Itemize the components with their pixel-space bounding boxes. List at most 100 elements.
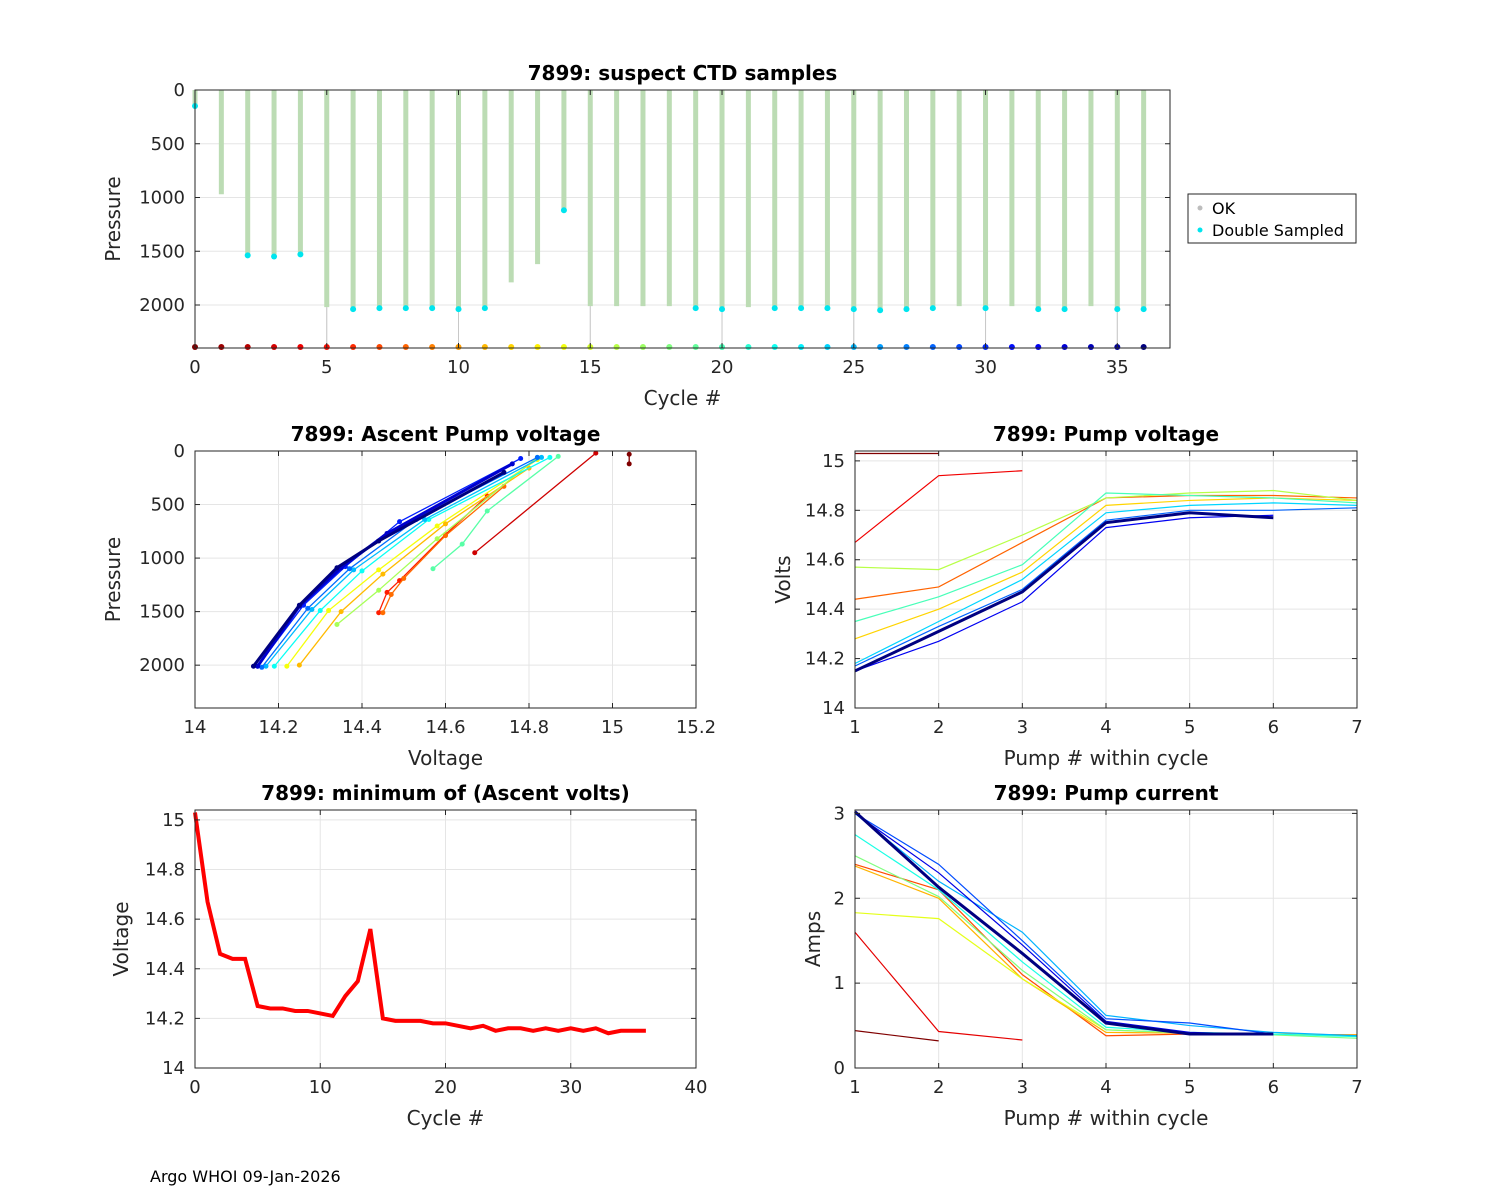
cycle-marker [402,344,409,350]
ascent-point [380,571,386,577]
y-tick-label: 14.4 [805,599,845,620]
ascent-point [338,609,344,615]
ascent-point [384,589,390,595]
x-axis-label: Pump # within cycle [1004,1106,1209,1130]
ascent-point [539,454,545,460]
cycle-marker [244,344,251,350]
y-axis-label: Pressure [101,176,125,261]
ascent-point [626,451,632,457]
legend: OK Double Sampled [1187,193,1357,244]
cycle-marker [666,344,673,350]
pump-voltage-line [854,514,1274,672]
ascent-point [305,605,311,611]
ascent-point [263,663,269,669]
double-sampled-point [350,306,357,313]
ascent-point [334,565,340,571]
x-axis-label: Pump # within cycle [1004,746,1209,770]
ascent-point [376,538,382,544]
y-tick-label: 2000 [139,655,185,676]
y-tick-label: 14.2 [805,649,845,670]
pump-current-line [854,1030,939,1042]
ascent-point [376,587,382,593]
y-tick-label: 14.8 [805,500,845,521]
x-tick-label: 30 [559,1077,582,1098]
cycle-marker [903,344,910,350]
ascent-point [317,608,323,614]
y-tick-label: 14.2 [145,1008,185,1029]
legend-ok-label: OK [1212,199,1236,218]
x-tick-label: 14 [184,717,207,738]
x-axis-label: Cycle # [407,1106,485,1130]
double-sampled-point [1061,306,1068,313]
y-tick-label: 1 [834,973,845,994]
y-tick-label: 1500 [139,602,185,623]
pump-voltage-line [854,511,1274,673]
y-tick-label: 15 [162,810,185,831]
ascent-series-line [432,455,559,570]
x-tick-label: 30 [974,357,997,378]
pump-voltage-line [854,470,1023,543]
cycle-marker [508,344,515,350]
cycle-marker [376,344,383,350]
x-tick-label: 14.2 [258,717,298,738]
ascent-point [397,519,403,525]
x-tick-label: 5 [1184,1077,1195,1098]
double-sampled-point [771,305,778,312]
ascent-point [351,567,357,573]
x-tick-label: 7 [1351,1077,1362,1098]
chart-title: 7899: Pump voltage [993,422,1219,446]
double-sampled-point [402,305,409,312]
double-sampled-point [429,305,436,312]
double-sampled-point [1035,306,1042,313]
ascent-point [376,567,382,573]
y-tick-label: 0 [834,1058,845,1079]
y-tick-label: 500 [151,134,185,155]
double-sampled-point [481,305,488,312]
cycle-marker [771,344,778,350]
cycle-marker [1061,344,1068,350]
double-sampled-point [1140,306,1147,313]
cycle-marker [1008,344,1015,350]
ascent-point [555,453,561,459]
y-tick-label: 1000 [139,548,185,569]
y-tick-label: 3 [834,803,845,824]
y-tick-label: 15 [822,451,845,472]
ascent-series-line [336,456,538,625]
y-tick-label: 1000 [139,188,185,209]
ascent-point [255,663,261,669]
ascent-point [388,591,394,597]
double-sampled-point [903,306,910,313]
x-tick-label: 40 [685,1077,708,1098]
x-tick-label: 0 [189,1077,200,1098]
ascent-point [534,454,540,460]
x-tick-label: 6 [1268,1077,1279,1098]
x-tick-label: 15 [579,357,602,378]
y-axis-label: Volts [771,555,795,603]
double-sampled-point [271,253,278,260]
ascent-point [296,602,302,608]
y-axis-label: Pressure [101,537,125,622]
chart-title: 7899: suspect CTD samples [528,61,838,85]
double-sampled-point [560,207,567,214]
ascent-point [401,575,407,581]
x-tick-label: 7 [1351,717,1362,738]
legend-double-label: Double Sampled [1212,221,1344,240]
double-sampled-point [244,252,251,259]
x-tick-label: 4 [1100,717,1111,738]
ascent-point [434,536,440,542]
legend-double-marker [1197,227,1203,233]
ascent-point [626,461,632,467]
ascent-point [359,568,365,574]
double-sampled-point [297,251,304,258]
ascent-point [309,606,315,612]
ascent-point [376,610,382,616]
pump-current-line [854,812,1358,1037]
ascent-point [518,455,524,461]
double-sampled-point [798,305,805,312]
ascent-point [501,469,507,475]
x-tick-label: 20 [711,357,734,378]
y-tick-label: 2 [834,888,845,909]
cycle-marker [613,344,620,350]
